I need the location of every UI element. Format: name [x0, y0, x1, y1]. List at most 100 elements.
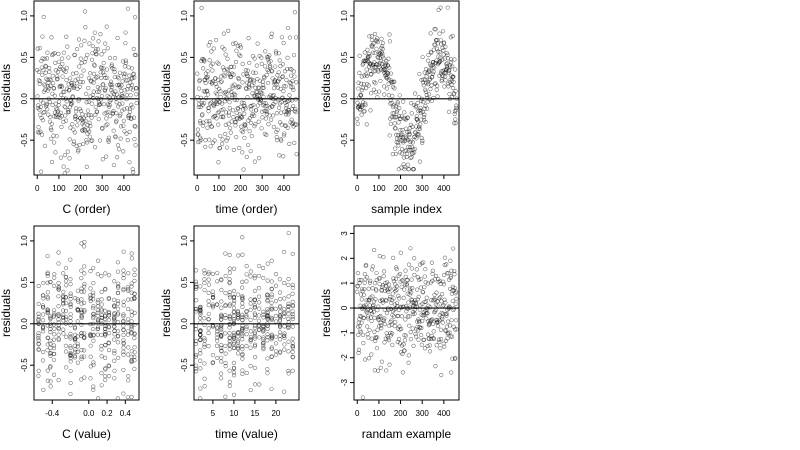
data-point — [418, 105, 423, 111]
data-point — [412, 91, 418, 96]
data-point — [261, 275, 266, 281]
data-point — [367, 280, 373, 285]
y-tick-label: 1.0 — [20, 235, 29, 247]
data-point — [427, 349, 433, 354]
data-point — [248, 364, 253, 369]
data-point — [397, 271, 403, 277]
data-point — [371, 69, 376, 74]
data-point — [68, 293, 73, 299]
data-point — [240, 329, 245, 334]
data-point — [293, 109, 298, 115]
data-point — [427, 77, 432, 83]
data-point — [208, 144, 213, 149]
data-point — [372, 368, 377, 373]
data-point — [198, 320, 203, 325]
data-point — [107, 55, 113, 61]
data-point — [440, 292, 445, 297]
data-point — [121, 118, 126, 123]
data-point — [374, 288, 379, 293]
data-point — [444, 61, 449, 67]
data-point — [356, 332, 361, 338]
data-point — [234, 110, 239, 115]
data-point — [434, 87, 439, 92]
data-point — [360, 85, 365, 90]
data-point — [117, 70, 123, 75]
data-point — [112, 67, 117, 72]
data-point — [58, 64, 63, 69]
data-point — [99, 297, 104, 302]
data-point — [131, 46, 136, 52]
data-point — [282, 314, 287, 319]
data-point — [82, 354, 87, 359]
data-point — [386, 93, 391, 98]
data-point — [75, 360, 80, 365]
data-point — [273, 313, 278, 319]
data-point — [286, 371, 291, 376]
data-point — [75, 288, 80, 293]
data-point — [69, 102, 74, 107]
data-point — [289, 98, 295, 103]
data-point — [198, 120, 203, 126]
data-point — [261, 335, 266, 340]
data-point — [45, 368, 50, 373]
data-point — [255, 76, 260, 82]
data-point — [244, 264, 249, 269]
data-point — [293, 35, 299, 40]
data-point — [419, 342, 424, 347]
data-point — [204, 88, 209, 93]
data-point — [411, 343, 416, 348]
data-point — [102, 72, 107, 78]
data-point — [251, 80, 256, 85]
data-point — [91, 89, 96, 94]
x-tick-label: 300 — [96, 184, 110, 193]
data-point — [40, 318, 46, 323]
data-point — [273, 64, 278, 69]
data-point — [56, 320, 61, 325]
data-point — [276, 105, 282, 110]
data-point — [91, 280, 96, 286]
data-point — [291, 103, 296, 109]
data-point — [202, 342, 207, 347]
data-point — [386, 338, 392, 343]
data-point — [266, 122, 271, 127]
data-point — [194, 307, 199, 312]
data-point — [277, 58, 282, 63]
data-point — [424, 307, 430, 312]
data-point — [253, 122, 258, 127]
data-point — [356, 86, 361, 91]
data-point — [433, 273, 439, 279]
data-point — [82, 284, 87, 289]
data-point — [219, 299, 224, 304]
data-point — [200, 66, 206, 71]
data-point — [291, 53, 297, 58]
data-point — [64, 34, 69, 39]
data-point — [88, 332, 93, 337]
data-point — [291, 87, 296, 92]
data-point — [269, 258, 274, 263]
data-point — [443, 328, 448, 333]
data-point — [257, 78, 263, 83]
data-point — [248, 317, 253, 322]
data-point — [75, 349, 80, 355]
data-point — [443, 44, 448, 50]
data-point — [224, 91, 229, 96]
data-point — [129, 313, 134, 318]
data-point — [424, 316, 429, 321]
data-point — [132, 296, 137, 301]
data-point — [409, 277, 414, 282]
data-point — [234, 135, 239, 140]
data-point — [450, 64, 455, 69]
data-point — [374, 346, 380, 351]
data-point — [265, 307, 270, 312]
data-point — [99, 312, 104, 318]
data-point — [64, 365, 69, 370]
data-point — [79, 348, 84, 353]
data-point — [449, 94, 454, 100]
data-point — [213, 76, 218, 81]
data-point — [50, 52, 55, 58]
data-point — [441, 40, 447, 45]
data-point — [369, 318, 374, 324]
data-point — [435, 83, 440, 88]
data-point — [129, 76, 134, 81]
data-point — [248, 339, 253, 344]
